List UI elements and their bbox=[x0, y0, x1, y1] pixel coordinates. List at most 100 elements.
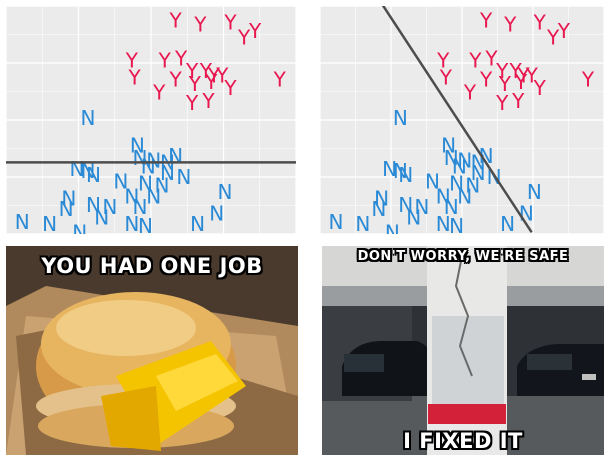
scatter-point-y: Y bbox=[248, 19, 262, 43]
scatter-point-n: N bbox=[42, 212, 57, 234]
scatter-point-n: N bbox=[146, 148, 161, 172]
scatter-point-y: Y bbox=[127, 66, 141, 90]
scatter-point-y: Y bbox=[273, 68, 287, 92]
scatter-point-n: N bbox=[102, 195, 117, 219]
scatter-point-y: Y bbox=[511, 89, 525, 113]
scatter-point-n: N bbox=[138, 214, 153, 234]
scatter-point-n: N bbox=[209, 201, 224, 225]
meme-caption-you-had-one-job: YOU HAD ONE JOB bbox=[41, 254, 263, 278]
scatter-point-n: N bbox=[176, 165, 191, 189]
scatter-point-n: N bbox=[398, 163, 413, 187]
scatter-point-n: N bbox=[138, 172, 153, 196]
scatter-point-n: N bbox=[444, 195, 459, 219]
scatter-point-n: N bbox=[465, 174, 480, 198]
burger-illustration bbox=[6, 246, 298, 455]
scatter-point-y: Y bbox=[546, 25, 560, 49]
scatter-point-y: Y bbox=[223, 76, 237, 100]
scatter-point-n: N bbox=[406, 206, 421, 230]
scatter-point-n: N bbox=[130, 133, 145, 157]
scatter-point-y: Y bbox=[495, 59, 509, 83]
scatter-point-n: N bbox=[59, 197, 74, 221]
scatter-point-n: N bbox=[449, 172, 464, 196]
scatter-point-y: Y bbox=[188, 72, 202, 96]
scatter-point-n: N bbox=[190, 212, 205, 234]
scatter-point-n: N bbox=[329, 210, 344, 234]
meme-taped-pillar: DON'T WORRY, WE'RE SAFE I FIXED IT bbox=[322, 246, 604, 455]
scatter-point-n: N bbox=[441, 133, 456, 157]
scatter-point-n: N bbox=[471, 161, 486, 185]
scatter-point-y: Y bbox=[495, 91, 509, 115]
scatter-point-y: Y bbox=[557, 19, 571, 43]
scatter-point-y: Y bbox=[223, 10, 237, 34]
scatter-point-y: Y bbox=[174, 47, 188, 71]
scatter-point-n: N bbox=[61, 186, 76, 210]
meme-caption-i-fixed-it: I FIXED IT bbox=[403, 429, 523, 453]
scatter-point-y: Y bbox=[185, 59, 199, 83]
scatter-point-n: N bbox=[15, 210, 30, 234]
scatter-point-y: Y bbox=[533, 10, 547, 34]
scatter-point-n: N bbox=[94, 206, 109, 230]
scatter-point-y: Y bbox=[517, 63, 531, 87]
scatter-point-n: N bbox=[444, 146, 459, 170]
parking-garage-illustration bbox=[322, 246, 604, 455]
scatter-point-n: N bbox=[72, 220, 87, 234]
scatter-point-n: N bbox=[519, 201, 534, 225]
scatter-point-y: Y bbox=[533, 76, 547, 100]
scatter-point-n: N bbox=[124, 212, 139, 234]
scatter-point-n: N bbox=[436, 212, 451, 234]
scatter-point-y: Y bbox=[201, 89, 215, 113]
scatter-point-y: Y bbox=[193, 13, 207, 37]
meme-burger-cheese: YOU HAD ONE JOB bbox=[6, 246, 298, 455]
scatter-point-n: N bbox=[398, 193, 413, 217]
scatter-point-n: N bbox=[86, 193, 101, 217]
scatter-point-y: Y bbox=[169, 8, 183, 32]
scatter-point-n: N bbox=[146, 184, 161, 208]
scatter-point-n: N bbox=[382, 157, 397, 181]
scatter-point-y: Y bbox=[508, 59, 522, 83]
scatter-point-y: Y bbox=[169, 68, 183, 92]
scatter-point-y: Y bbox=[185, 91, 199, 115]
scatter-point-n: N bbox=[452, 155, 467, 179]
scatter-point-n: N bbox=[393, 159, 408, 183]
scatter-point-n: N bbox=[80, 159, 95, 183]
scatter-point-y: Y bbox=[158, 49, 172, 73]
scatter-point-n: N bbox=[113, 169, 128, 193]
scatter-point-n: N bbox=[457, 184, 472, 208]
scatter-point-y: Y bbox=[514, 70, 528, 94]
scatter-point-n: N bbox=[414, 195, 429, 219]
scatter-point-y: Y bbox=[484, 47, 498, 71]
scatter-point-n: N bbox=[374, 186, 389, 210]
scatter-point-y: Y bbox=[152, 80, 166, 104]
scatter-point-y: Y bbox=[463, 80, 477, 104]
scatter-point-n: N bbox=[160, 161, 175, 185]
scatter-point-n: N bbox=[141, 155, 156, 179]
scatter-point-y: Y bbox=[215, 63, 229, 87]
scatter-point-y: Y bbox=[525, 63, 539, 87]
scatter-point-n: N bbox=[527, 180, 542, 204]
scatter-point-y: Y bbox=[125, 49, 139, 73]
scatter-point-y: Y bbox=[468, 49, 482, 73]
scatter-point-n: N bbox=[449, 214, 464, 234]
scatter-point-y: Y bbox=[479, 68, 493, 92]
scatter-point-n: N bbox=[86, 163, 101, 187]
scatter-point-y: Y bbox=[498, 72, 512, 96]
scatter-point-y: Y bbox=[439, 66, 453, 90]
scatter-point-n: N bbox=[479, 144, 494, 168]
scatter-point-y: Y bbox=[204, 70, 218, 94]
scatter-point-n: N bbox=[436, 184, 451, 208]
scatter-point-n: N bbox=[425, 169, 440, 193]
scatter-point-y: Y bbox=[199, 59, 213, 83]
scatter-point-y: Y bbox=[503, 13, 517, 37]
scatter-point-n: N bbox=[133, 195, 148, 219]
scatter-point-n: N bbox=[385, 220, 400, 234]
scatter-point-n: N bbox=[154, 174, 169, 198]
scatter-point-y: Y bbox=[479, 8, 493, 32]
scatter-point-n: N bbox=[124, 184, 139, 208]
scatter-point-y: Y bbox=[581, 68, 595, 92]
scatter-point-y: Y bbox=[436, 49, 450, 73]
scatter-point-n: N bbox=[217, 180, 232, 204]
